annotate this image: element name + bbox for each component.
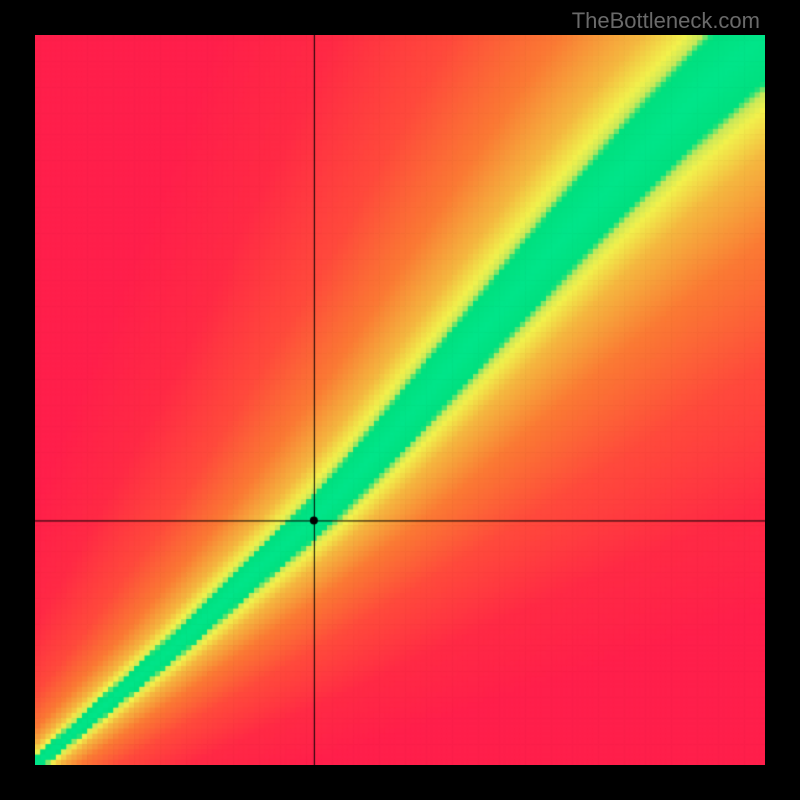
watermark-text: TheBottleneck.com <box>572 8 760 34</box>
heatmap-canvas <box>35 35 765 765</box>
plot-area <box>35 35 765 765</box>
chart-frame: TheBottleneck.com <box>0 0 800 800</box>
